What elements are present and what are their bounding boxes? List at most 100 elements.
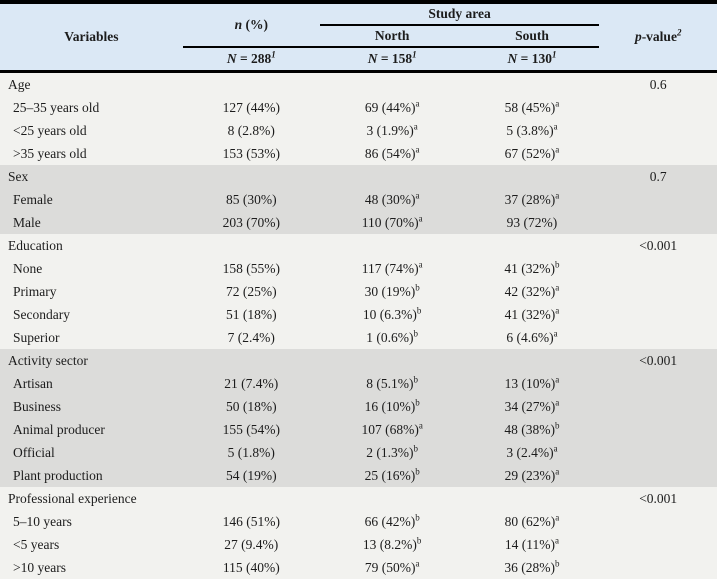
south-cell-empty	[464, 349, 600, 372]
significance-letter: a	[415, 98, 420, 108]
significance-letter: a	[555, 374, 560, 384]
p-value-empty	[599, 142, 717, 165]
north-cell-empty	[319, 349, 465, 372]
row-label: Business	[0, 395, 183, 418]
south-cell-empty	[464, 71, 600, 96]
south-value: 36 (28%)b	[464, 556, 600, 579]
north-cell-empty	[319, 165, 465, 188]
section-label: Education	[0, 234, 183, 257]
overall-value: 21 (7.4%)	[182, 372, 320, 395]
p-value-empty	[599, 96, 717, 119]
north-value: 1 (0.6%)b	[319, 326, 465, 349]
column-header-n-percent: n (%)	[182, 2, 320, 48]
overall-cell-empty	[182, 71, 320, 96]
significance-letter: a	[415, 558, 420, 568]
significance-letter: a	[418, 420, 423, 430]
table-row: 5–10 years 146 (51%) 66 (42%)b 80 (62%)a	[0, 510, 717, 533]
south-value: 58 (45%)a	[464, 96, 600, 119]
table-row: <25 years old 8 (2.8%) 3 (1.9%)a 5 (3.8%)a	[0, 119, 717, 142]
south-value: 41 (32%)b	[464, 257, 600, 280]
table-row: Male 203 (70%) 110 (70%)a 93 (72%)	[0, 211, 717, 234]
overall-value: 115 (40%)	[182, 556, 320, 579]
significance-letter: b	[555, 420, 560, 430]
overall-value: 51 (18%)	[182, 303, 320, 326]
table-body: Age 0.6 25–35 years old 127 (44%) 69 (44%)a 5…	[0, 71, 717, 579]
table-row: Female 85 (30%) 48 (30%)a 37 (28%)a	[0, 188, 717, 211]
overall-value: 5 (1.8%)	[182, 441, 320, 464]
significance-letter: a	[553, 443, 558, 453]
p-value-empty	[599, 418, 717, 441]
overall-value: 54 (19%)	[182, 464, 320, 487]
table-row: 25–35 years old 127 (44%) 69 (44%)a 58 (45%…	[0, 96, 717, 119]
south-value: 14 (11%)a	[464, 533, 600, 556]
table-row: Business 50 (18%) 16 (10%)b 34 (27%)a	[0, 395, 717, 418]
p-value: <0.001	[599, 487, 717, 510]
overall-cell-empty	[182, 349, 320, 372]
significance-letter: a	[555, 512, 560, 522]
significance-letter: a	[555, 144, 560, 154]
south-value: 80 (62%)a	[464, 510, 600, 533]
p-value-empty	[599, 303, 717, 326]
table-row: Artisan 21 (7.4%) 8 (5.1%)b 13 (10%)a	[0, 372, 717, 395]
p-value-empty	[599, 441, 717, 464]
row-label: 5–10 years	[0, 510, 183, 533]
row-label: None	[0, 257, 183, 280]
header-row-2: North South	[0, 25, 717, 48]
overall-value: 72 (25%)	[182, 280, 320, 303]
table-row: >35 years old 153 (53%) 86 (54%)a 67 (52%)a	[0, 142, 717, 165]
north-cell-empty	[319, 234, 465, 257]
total-n-overall: N = 2881	[182, 47, 320, 73]
north-value: 66 (42%)b	[319, 510, 465, 533]
south-value: 3 (2.4%)a	[464, 441, 600, 464]
overall-value: 127 (44%)	[182, 96, 320, 119]
overall-value: 7 (2.4%)	[182, 326, 320, 349]
north-value: 13 (8.2%)b	[319, 533, 465, 556]
table-row: Primary 72 (25%) 30 (19%)b 42 (32%)a	[0, 280, 717, 303]
row-label: Secondary	[0, 303, 183, 326]
significance-letter: a	[555, 466, 560, 476]
column-header-p-value: p-value2	[599, 2, 717, 73]
significance-letter: a	[555, 535, 560, 545]
overall-value: 8 (2.8%)	[182, 119, 320, 142]
table-row: Superior 7 (2.4%) 1 (0.6%)b 6 (4.6%)a	[0, 326, 717, 349]
row-label: 25–35 years old	[0, 96, 183, 119]
south-value: 67 (52%)a	[464, 142, 600, 165]
north-value: 110 (70%)a	[319, 211, 465, 234]
overall-value: 146 (51%)	[182, 510, 320, 533]
row-label: Female	[0, 188, 183, 211]
significance-letter: a	[555, 305, 560, 315]
p-value-empty	[599, 119, 717, 142]
north-value: 86 (54%)a	[319, 142, 465, 165]
p-value-empty	[599, 188, 717, 211]
row-label: Official	[0, 441, 183, 464]
overall-value: 27 (9.4%)	[182, 533, 320, 556]
total-n-south: N = 1301	[464, 47, 600, 73]
p-value-empty	[599, 211, 717, 234]
row-label: Male	[0, 211, 183, 234]
overall-cell-empty	[182, 487, 320, 510]
table-row: <5 years 27 (9.4%) 13 (8.2%)b 14 (11%)a	[0, 533, 717, 556]
south-cell-empty	[464, 487, 600, 510]
table-row: >10 years 115 (40%) 79 (50%)a 36 (28%)b	[0, 556, 717, 579]
significance-letter: b	[415, 397, 420, 407]
south-cell-empty	[464, 165, 600, 188]
row-label: Animal producer	[0, 418, 183, 441]
row-label: >10 years	[0, 556, 183, 579]
table-row: Plant production 54 (19%) 25 (16%)b 29 (23%…	[0, 464, 717, 487]
column-header-north: North	[319, 25, 465, 48]
north-value: 10 (6.3%)b	[319, 303, 465, 326]
section-header-row: Activity sector <0.001	[0, 349, 717, 372]
section-header-row: Age 0.6	[0, 71, 717, 96]
overall-value: 155 (54%)	[182, 418, 320, 441]
overall-cell-empty	[182, 165, 320, 188]
south-value: 42 (32%)a	[464, 280, 600, 303]
section-label: Activity sector	[0, 349, 183, 372]
north-value: 79 (50%)a	[319, 556, 465, 579]
row-label: Superior	[0, 326, 183, 349]
south-value: 37 (28%)a	[464, 188, 600, 211]
north-value: 69 (44%)a	[319, 96, 465, 119]
overall-cell-empty	[182, 234, 320, 257]
north-cell-empty	[319, 71, 465, 96]
p-value: 0.6	[599, 71, 717, 96]
